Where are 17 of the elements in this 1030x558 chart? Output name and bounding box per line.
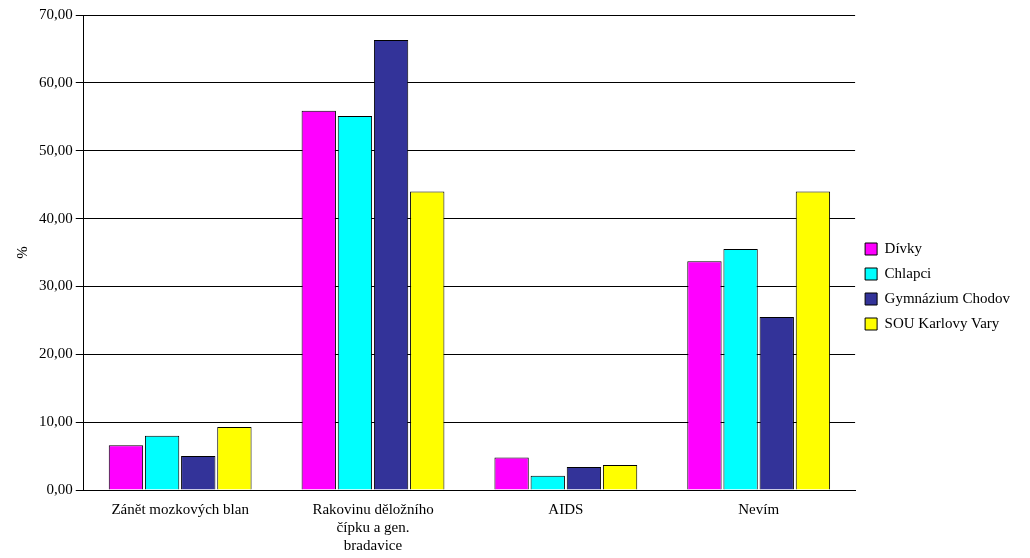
y-tick-label: 70,00 xyxy=(39,5,73,22)
y-axis-title: % xyxy=(13,246,30,259)
y-tick-label: 20,00 xyxy=(39,345,73,362)
y-tick-label: 0,00 xyxy=(46,480,73,497)
legend-label: SOU Karlovy Vary xyxy=(884,314,1000,331)
y-tick-label: 10,00 xyxy=(39,413,73,430)
x-tick-label: Nevím xyxy=(738,500,780,517)
y-tick-label: 60,00 xyxy=(39,73,73,90)
legend-label: Gymnázium Chodov xyxy=(884,289,1011,306)
x-tick-label: Rakovinu děložního čípku a gen. bradavice xyxy=(312,500,434,553)
y-tick-label: 50,00 xyxy=(39,141,73,158)
x-tick-label: AIDS xyxy=(548,500,584,517)
legend-label: Chlapci xyxy=(884,264,932,281)
y-tick-label: 40,00 xyxy=(39,209,73,226)
y-tick-label: 30,00 xyxy=(39,277,73,294)
x-tick-label: Zánět mozkových blan xyxy=(111,500,250,517)
legend-label: Dívky xyxy=(884,239,923,256)
